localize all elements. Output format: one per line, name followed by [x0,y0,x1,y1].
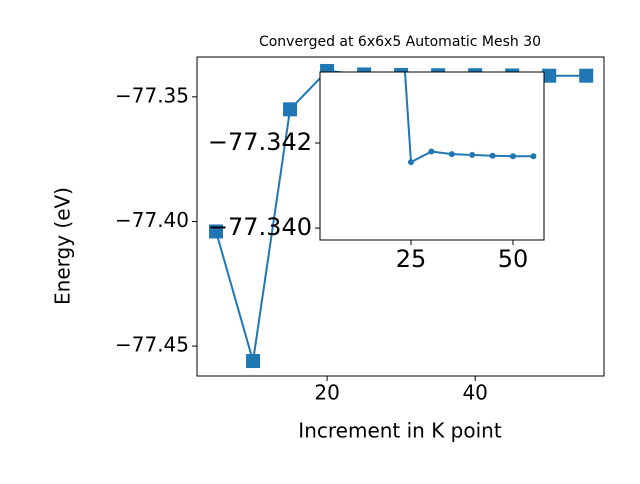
marker [469,151,476,158]
x-tick-label: 40 [462,381,487,405]
marker [579,68,594,83]
marker [283,102,298,117]
axes-frame [319,71,545,241]
marker [530,153,537,160]
marker [448,151,455,158]
line [403,72,534,164]
x-axis-label: Increment in K point [298,419,502,443]
marker [246,354,261,369]
y-tick-label: −77.40 [115,208,189,232]
marker [428,148,435,155]
y-tick-label: −77.45 [115,333,189,357]
y-tick-label: −77.342 [208,128,312,156]
y-tick-label: −77.35 [115,83,189,107]
marker [407,159,414,166]
axes-frame [196,56,605,377]
x-tick-label: 50 [498,245,529,273]
x-tick-label: 25 [396,245,427,273]
marker [542,68,557,83]
chart-title: Converged at 6x6x5 Automatic Mesh 30 [259,34,541,50]
x-tick-label: 20 [314,381,339,405]
y-axis-label: Energy (eV) [51,187,75,305]
marker [509,153,516,160]
marker [209,224,224,239]
plot-area [403,72,537,166]
y-tick-label: −77.340 [208,213,312,241]
marker [489,152,496,159]
